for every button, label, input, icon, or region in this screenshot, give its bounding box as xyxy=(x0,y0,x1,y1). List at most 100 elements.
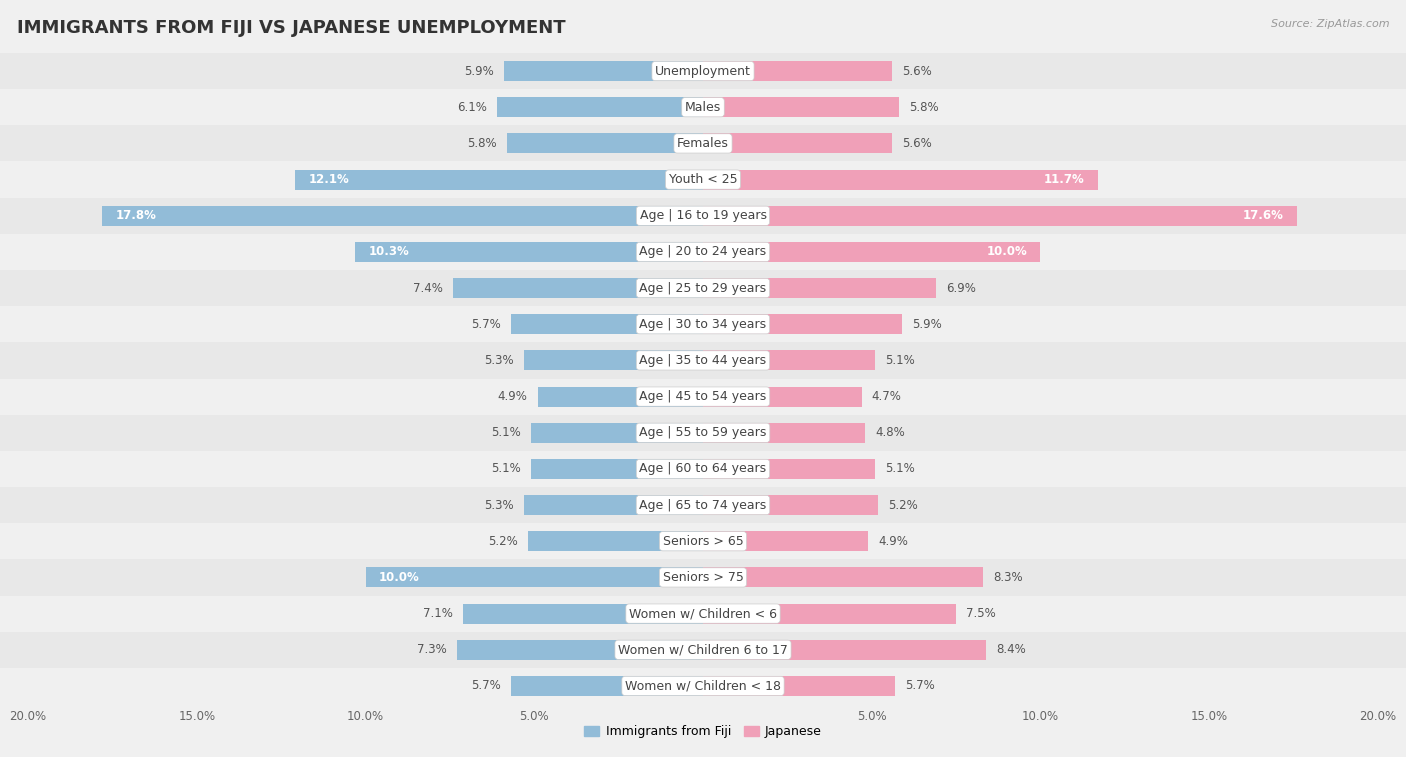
Text: Age | 55 to 59 years: Age | 55 to 59 years xyxy=(640,426,766,439)
Bar xyxy=(0,523,1406,559)
Text: 10.3%: 10.3% xyxy=(368,245,409,258)
Bar xyxy=(0,270,1406,306)
Text: 6.1%: 6.1% xyxy=(457,101,486,114)
Text: Age | 25 to 29 years: Age | 25 to 29 years xyxy=(640,282,766,294)
Bar xyxy=(453,278,703,298)
Text: IMMIGRANTS FROM FIJI VS JAPANESE UNEMPLOYMENT: IMMIGRANTS FROM FIJI VS JAPANESE UNEMPLO… xyxy=(17,19,565,37)
Text: Women w/ Children 6 to 17: Women w/ Children 6 to 17 xyxy=(619,643,787,656)
Text: 5.1%: 5.1% xyxy=(886,354,915,367)
Text: Age | 45 to 54 years: Age | 45 to 54 years xyxy=(640,390,766,403)
Bar xyxy=(0,596,1406,631)
Text: 7.4%: 7.4% xyxy=(413,282,443,294)
Bar xyxy=(524,350,703,370)
Bar xyxy=(703,61,891,81)
Bar xyxy=(503,61,703,81)
Text: 5.6%: 5.6% xyxy=(903,64,932,77)
Text: 5.9%: 5.9% xyxy=(912,318,942,331)
Text: Females: Females xyxy=(678,137,728,150)
Bar xyxy=(524,495,703,515)
Bar xyxy=(0,306,1406,342)
Text: Unemployment: Unemployment xyxy=(655,64,751,77)
Bar xyxy=(0,198,1406,234)
Text: Source: ZipAtlas.com: Source: ZipAtlas.com xyxy=(1271,19,1389,29)
Text: Age | 60 to 64 years: Age | 60 to 64 years xyxy=(640,463,766,475)
Text: 7.1%: 7.1% xyxy=(423,607,453,620)
Bar xyxy=(0,451,1406,487)
Bar xyxy=(537,387,703,407)
Bar xyxy=(366,568,703,587)
Bar xyxy=(0,161,1406,198)
Bar xyxy=(703,531,869,551)
Bar xyxy=(103,206,703,226)
Bar xyxy=(510,676,703,696)
Bar xyxy=(457,640,703,659)
Legend: Immigrants from Fiji, Japanese: Immigrants from Fiji, Japanese xyxy=(579,721,827,743)
Text: Age | 16 to 19 years: Age | 16 to 19 years xyxy=(640,209,766,223)
Text: 12.1%: 12.1% xyxy=(308,173,349,186)
Bar xyxy=(703,603,956,624)
Bar xyxy=(498,98,703,117)
Text: Age | 30 to 34 years: Age | 30 to 34 years xyxy=(640,318,766,331)
Bar xyxy=(703,98,898,117)
Bar xyxy=(0,559,1406,596)
Text: 5.8%: 5.8% xyxy=(468,137,498,150)
Text: Seniors > 65: Seniors > 65 xyxy=(662,534,744,548)
Text: 4.7%: 4.7% xyxy=(872,390,901,403)
Text: Age | 20 to 24 years: Age | 20 to 24 years xyxy=(640,245,766,258)
Bar xyxy=(0,53,1406,89)
Bar xyxy=(703,387,862,407)
Bar xyxy=(703,495,879,515)
Text: 11.7%: 11.7% xyxy=(1043,173,1084,186)
Bar xyxy=(0,631,1406,668)
Bar xyxy=(508,133,703,154)
Bar xyxy=(0,415,1406,451)
Bar xyxy=(703,170,1098,189)
Bar xyxy=(295,170,703,189)
Text: 5.7%: 5.7% xyxy=(471,318,501,331)
Text: Youth < 25: Youth < 25 xyxy=(669,173,737,186)
Text: 5.8%: 5.8% xyxy=(908,101,938,114)
Bar xyxy=(703,423,865,443)
Text: 17.8%: 17.8% xyxy=(115,209,156,223)
Text: 5.1%: 5.1% xyxy=(491,426,520,439)
Text: 17.6%: 17.6% xyxy=(1243,209,1284,223)
Bar xyxy=(0,89,1406,126)
Text: 5.6%: 5.6% xyxy=(903,137,932,150)
Text: 7.5%: 7.5% xyxy=(966,607,995,620)
Bar xyxy=(531,459,703,479)
Bar xyxy=(703,568,983,587)
Bar xyxy=(0,378,1406,415)
Text: 5.3%: 5.3% xyxy=(485,354,515,367)
Bar xyxy=(703,676,896,696)
Text: 4.9%: 4.9% xyxy=(879,534,908,548)
Bar xyxy=(0,487,1406,523)
Bar xyxy=(703,314,903,334)
Bar xyxy=(703,133,891,154)
Bar xyxy=(703,350,875,370)
Text: 5.3%: 5.3% xyxy=(485,499,515,512)
Text: 7.3%: 7.3% xyxy=(416,643,447,656)
Text: 5.2%: 5.2% xyxy=(889,499,918,512)
Text: 5.7%: 5.7% xyxy=(905,680,935,693)
Bar xyxy=(0,234,1406,270)
Bar xyxy=(356,242,703,262)
Text: 5.7%: 5.7% xyxy=(471,680,501,693)
Bar xyxy=(464,603,703,624)
Text: 5.2%: 5.2% xyxy=(488,534,517,548)
Bar xyxy=(527,531,703,551)
Text: 4.9%: 4.9% xyxy=(498,390,527,403)
Text: Seniors > 75: Seniors > 75 xyxy=(662,571,744,584)
Bar xyxy=(703,206,1296,226)
Text: 5.1%: 5.1% xyxy=(491,463,520,475)
Text: Women w/ Children < 18: Women w/ Children < 18 xyxy=(626,680,780,693)
Bar xyxy=(510,314,703,334)
Text: Age | 65 to 74 years: Age | 65 to 74 years xyxy=(640,499,766,512)
Bar xyxy=(703,459,875,479)
Text: Women w/ Children < 6: Women w/ Children < 6 xyxy=(628,607,778,620)
Bar xyxy=(703,640,987,659)
Bar xyxy=(0,126,1406,161)
Bar xyxy=(0,342,1406,378)
Bar xyxy=(703,242,1040,262)
Text: 10.0%: 10.0% xyxy=(986,245,1026,258)
Text: 4.8%: 4.8% xyxy=(875,426,905,439)
